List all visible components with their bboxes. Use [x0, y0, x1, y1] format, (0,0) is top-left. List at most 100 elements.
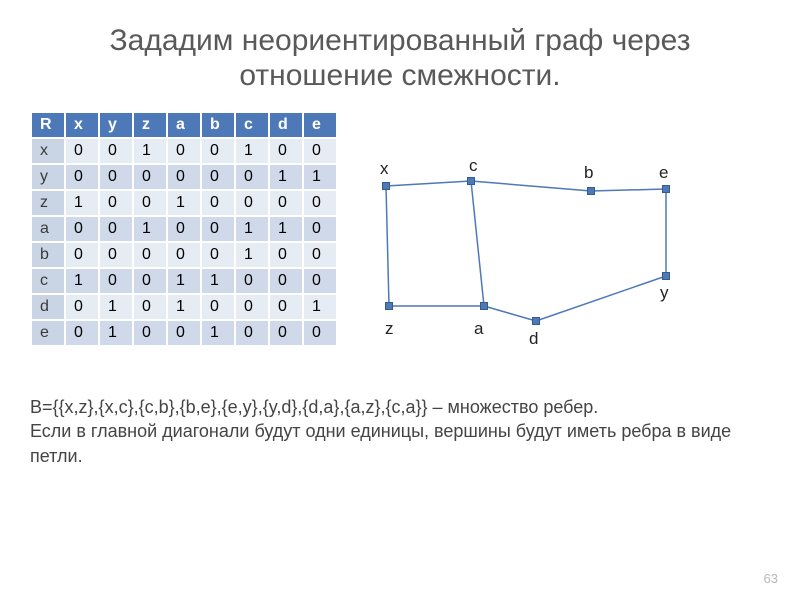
- table-cell: 0: [235, 190, 269, 216]
- table-cell: 0: [303, 268, 337, 294]
- table-cell: 0: [133, 320, 167, 346]
- table-col-header: b: [201, 112, 235, 138]
- table-row-label: e: [31, 320, 65, 346]
- table-cell: 0: [99, 268, 133, 294]
- table-cell: 1: [235, 242, 269, 268]
- table-cell: 0: [235, 268, 269, 294]
- graph-edge: [591, 189, 666, 191]
- table-row: y00000011: [31, 164, 337, 190]
- table-col-header: e: [303, 112, 337, 138]
- table-cell: 0: [167, 216, 201, 242]
- table-row-label: d: [31, 294, 65, 320]
- graph-edge: [536, 276, 666, 321]
- table-cell: 1: [201, 320, 235, 346]
- table-row-label: c: [31, 268, 65, 294]
- graph-node-label: c: [469, 156, 478, 176]
- table-cell: 0: [269, 242, 303, 268]
- table-cell: 1: [65, 268, 99, 294]
- graph-node-label: d: [529, 329, 538, 349]
- table-cell: 1: [235, 216, 269, 242]
- table-cell: 0: [133, 190, 167, 216]
- graph-node: [383, 183, 390, 190]
- table-cell: 0: [99, 216, 133, 242]
- table-cell: 0: [167, 320, 201, 346]
- adjacency-table-wrap: Rxyzabcdex00100100y00000011z10010000a001…: [30, 111, 338, 347]
- table-cell: 0: [65, 294, 99, 320]
- table-cell: 0: [269, 294, 303, 320]
- table-row-label: y: [31, 164, 65, 190]
- table-cell: 0: [65, 216, 99, 242]
- table-cell: 0: [99, 190, 133, 216]
- table-cell: 0: [303, 138, 337, 164]
- adjacency-table: Rxyzabcdex00100100y00000011z10010000a001…: [30, 111, 338, 347]
- table-cell: 0: [133, 268, 167, 294]
- table-row: b00000100: [31, 242, 337, 268]
- table-cell: 0: [235, 164, 269, 190]
- table-row-label: a: [31, 216, 65, 242]
- table-col-header: x: [65, 112, 99, 138]
- table-row-label: z: [31, 190, 65, 216]
- table-cell: 0: [167, 242, 201, 268]
- table-row: x00100100: [31, 138, 337, 164]
- graph-node-label: a: [474, 319, 483, 339]
- table-cell: 0: [99, 164, 133, 190]
- table-cell: 0: [167, 138, 201, 164]
- table-row: z10010000: [31, 190, 337, 216]
- table-cell: 0: [201, 294, 235, 320]
- table-cell: 0: [65, 138, 99, 164]
- page-number: 63: [764, 571, 778, 586]
- graph-node-label: y: [660, 283, 669, 303]
- table-cell: 1: [235, 138, 269, 164]
- table-cell: 0: [201, 164, 235, 190]
- table-cell: 1: [201, 268, 235, 294]
- table-cell: 1: [167, 190, 201, 216]
- graph-node-label: x: [380, 159, 389, 179]
- table-col-header: y: [99, 112, 133, 138]
- table-row: c10011000: [31, 268, 337, 294]
- table-cell: 0: [235, 320, 269, 346]
- table-cell: 1: [303, 164, 337, 190]
- table-cell: 0: [269, 320, 303, 346]
- table-row: d01010001: [31, 294, 337, 320]
- graph-node: [481, 303, 488, 310]
- graph-edge: [386, 181, 471, 186]
- table-cell: 0: [133, 294, 167, 320]
- graph-edge: [471, 181, 591, 191]
- table-cell: 0: [201, 190, 235, 216]
- graph-node-label: e: [659, 163, 668, 183]
- graph-node: [386, 303, 393, 310]
- graph-node-label: z: [385, 319, 394, 339]
- table-cell: 1: [269, 216, 303, 242]
- table-cell: 0: [99, 242, 133, 268]
- table-cell: 0: [235, 294, 269, 320]
- graph-edge: [386, 186, 389, 306]
- table-cell: 0: [303, 216, 337, 242]
- table-cell: 0: [133, 242, 167, 268]
- graph-node-label: b: [584, 163, 593, 183]
- table-cell: 1: [167, 294, 201, 320]
- graph-diagram: x c b e z a d y: [356, 111, 686, 361]
- footer-text: B={{x,z},{x,c},{c,b},{b,e},{e,y},{y,d},{…: [30, 395, 770, 468]
- graph-node: [588, 188, 595, 195]
- table-cell: 1: [133, 216, 167, 242]
- table-row-label: b: [31, 242, 65, 268]
- page-title: Зададим неориентированный граф через отн…: [30, 24, 770, 93]
- table-cell: 0: [65, 320, 99, 346]
- table-cell: 1: [167, 268, 201, 294]
- table-row: a00100110: [31, 216, 337, 242]
- graph-node: [663, 273, 670, 280]
- table-cell: 0: [269, 190, 303, 216]
- graph-edge: [484, 306, 536, 321]
- table-cell: 1: [133, 138, 167, 164]
- table-cell: 0: [269, 268, 303, 294]
- edge-set-text: B={{x,z},{x,c},{c,b},{b,e},{e,y},{y,d},{…: [30, 395, 770, 419]
- table-col-header: d: [269, 112, 303, 138]
- table-cell: 0: [65, 242, 99, 268]
- table-cell: 1: [99, 320, 133, 346]
- diagonal-note-text: Если в главной диагонали будут одни един…: [30, 419, 770, 468]
- graph-node: [468, 178, 475, 185]
- table-cell: 1: [269, 164, 303, 190]
- table-cell: 0: [269, 138, 303, 164]
- table-cell: 0: [201, 242, 235, 268]
- table-cell: 0: [303, 190, 337, 216]
